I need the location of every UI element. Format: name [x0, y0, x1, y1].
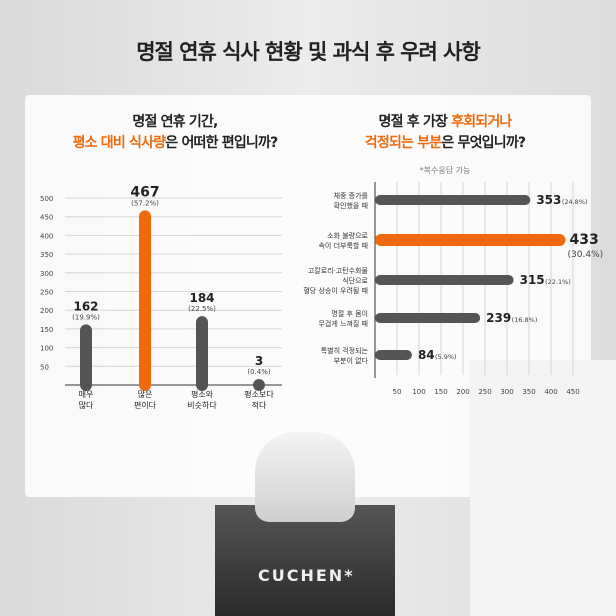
- rice-cooker-image: [255, 432, 355, 522]
- category-label: 무겁게 느껴질 때: [318, 319, 368, 328]
- category-label: 혈당 상승이 우려될 때: [303, 286, 368, 295]
- x-tick-label: 100: [412, 388, 425, 396]
- brand-logo: CUCHEN*: [258, 566, 355, 585]
- right-title-highlight1: 후회되거나: [451, 114, 512, 130]
- product-stand: [215, 505, 395, 616]
- category-label: 식단으로: [342, 276, 368, 285]
- multiple-answer-note: *복수응답 가능: [419, 166, 471, 175]
- right-title-rest: 은 무엇입니까?: [441, 135, 526, 151]
- category-label: 많다: [79, 401, 94, 410]
- page-title: 명절 연휴 식사 현황 및 과식 후 우려 사항: [136, 40, 481, 64]
- category-label: 평소보다: [244, 389, 274, 399]
- right-title-plain: 명절 후 가장: [378, 114, 452, 130]
- percent-label: (24.8%): [562, 198, 588, 206]
- percent-label: (16.8%): [512, 316, 538, 324]
- percent-label: (5.9%): [435, 353, 457, 361]
- y-tick-label: 350: [40, 251, 53, 259]
- category-label: 특별히 걱정되는: [321, 346, 369, 355]
- data-label: 184: [189, 291, 214, 305]
- x-tick-label: 400: [544, 388, 557, 396]
- percent-label: (22.1%): [545, 278, 571, 286]
- data-label: 315: [520, 273, 545, 287]
- x-tick-label: 300: [500, 388, 513, 396]
- y-tick-label: 200: [40, 307, 53, 315]
- category-label: 부분이 없다: [334, 356, 369, 365]
- percent-label: (57.2%): [131, 199, 159, 207]
- percent-label: (30.4%): [568, 250, 604, 260]
- bar: [253, 379, 265, 391]
- data-label: 467: [130, 184, 159, 200]
- category-label: 매우: [79, 390, 94, 399]
- category-label: 적다: [252, 400, 267, 410]
- left-chart-title: 명절 연휴 기간, 평소 대비 식사량은 어떠한 편입니까?: [40, 112, 310, 154]
- bar: [375, 195, 531, 205]
- right-chart-title: 명절 후 가장 후회되거나 걱정되는 부분은 무엇입니까?: [310, 112, 580, 154]
- bar: [375, 275, 514, 285]
- data-label: 433: [570, 232, 599, 248]
- percent-label: (0.4%): [247, 368, 271, 376]
- left-title-line1: 명절 연휴 기간,: [132, 114, 218, 130]
- data-label: 3: [255, 354, 263, 368]
- background-pedestal: [470, 360, 616, 616]
- category-label: 확인했을 때: [334, 201, 368, 210]
- bar: [375, 234, 566, 246]
- left-title-rest: 은 어떠한 편입니까?: [165, 135, 278, 151]
- data-label: 162: [73, 299, 98, 313]
- category-label: 고칼로리·고탄수화물: [308, 266, 369, 275]
- category-label: 비슷하다: [187, 400, 217, 410]
- y-tick-label: 500: [40, 195, 53, 203]
- y-tick-label: 100: [40, 345, 53, 353]
- x-tick-label: 50: [393, 388, 402, 396]
- y-tick-label: 250: [40, 289, 53, 297]
- bar: [375, 350, 412, 360]
- category-label: 많은: [138, 390, 153, 399]
- x-tick-label: 150: [434, 388, 447, 396]
- data-label: 239: [486, 311, 511, 325]
- category-label: 소화 불량으로: [327, 231, 368, 240]
- x-tick-label: 250: [478, 388, 491, 396]
- left-title-line2: 평소 대비 식사량은 어떠한 편입니까?: [40, 133, 310, 154]
- y-tick-label: 400: [40, 232, 53, 240]
- right-title-line2: 걱정되는 부분은 무엇입니까?: [310, 133, 580, 154]
- category-label: 체중 증가를: [334, 191, 369, 200]
- category-label: 편이다: [134, 400, 157, 410]
- y-tick-label: 50: [40, 363, 49, 371]
- x-tick-label: 450: [566, 388, 579, 396]
- y-tick-label: 450: [40, 214, 53, 222]
- y-tick-label: 300: [40, 270, 53, 278]
- category-label: 명절 후 몸이: [331, 309, 368, 318]
- percent-label: (19.9%): [72, 313, 100, 321]
- percent-label: (22.5%): [188, 305, 216, 313]
- data-label: 84: [418, 348, 435, 362]
- bar: [196, 316, 208, 391]
- left-title-highlight: 평소 대비 식사량: [72, 135, 167, 151]
- x-tick-label: 350: [522, 388, 535, 396]
- right-title-highlight2: 걱정되는 부분: [364, 135, 442, 151]
- category-label: 속이 더부룩할 때: [318, 241, 368, 250]
- bar: [139, 210, 151, 391]
- x-tick-label: 200: [456, 388, 469, 396]
- bar: [375, 313, 481, 323]
- right-title-line1: 명절 후 가장 후회되거나: [310, 112, 580, 133]
- category-label: 평소와: [191, 389, 214, 399]
- y-tick-label: 150: [40, 326, 53, 334]
- data-label: 353: [536, 193, 561, 207]
- bar: [80, 324, 92, 391]
